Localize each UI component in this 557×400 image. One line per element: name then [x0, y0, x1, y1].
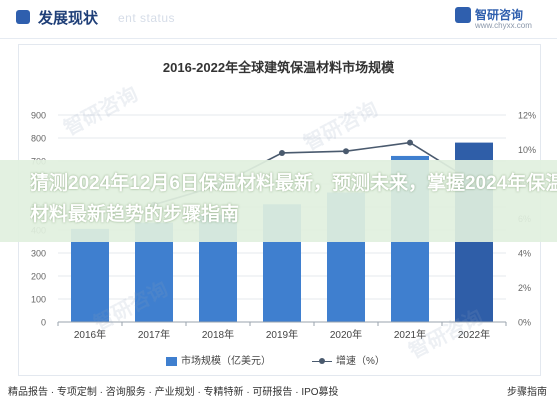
x-tick-label: 2019年	[266, 328, 298, 341]
x-tick-label: 2021年	[394, 328, 426, 341]
y-left-tick-label: 0	[41, 318, 46, 328]
footer: 精品报告 · 专项定制 · 咨询服务 · 产业规划 · 专精特新 · 可研报告 …	[0, 379, 557, 400]
growth-point	[279, 149, 285, 156]
y-left-tick-label: 800	[31, 134, 46, 144]
x-tick-label: 2018年	[202, 328, 234, 341]
growth-point	[343, 148, 349, 155]
y-left-tick-label: 200	[31, 272, 46, 282]
logo-site: www.chyxx.com	[475, 21, 532, 30]
legend-item-market-size: 市场规模（亿美元）	[166, 352, 271, 367]
y-right-tick-label: 0%	[518, 318, 531, 328]
section-title: 发展现状	[38, 10, 99, 27]
footer-brand: 步骤指南	[507, 387, 547, 398]
section-title-en: ent status	[118, 11, 176, 25]
y-right-tick-label: 2%	[518, 283, 531, 293]
growth-point	[407, 139, 413, 146]
chart-title: 2016-2022年全球建筑保温材料市场规模	[162, 60, 395, 75]
chart-legend: 市场规模（亿美元） 增速（%）	[0, 352, 557, 367]
x-tick-label: 2020年	[330, 328, 362, 341]
headline-banner: 猜测2024年12月6日保温材料最新，预测未来，掌握2024年保温材料最新趋势的…	[0, 160, 557, 242]
legend-item-growth: 增速（%）	[312, 352, 385, 367]
footer-services: 精品报告 · 专项定制 · 咨询服务 · 产业规划 · 专精特新 · 可研报告 …	[8, 387, 339, 398]
brand-logo: 智研咨询 www.chyxx.com	[455, 5, 547, 35]
bar	[71, 228, 109, 322]
legend-line-swatch	[312, 357, 332, 366]
legend-label-market-size: 市场规模（亿美元）	[181, 356, 271, 367]
header-bar: 发展现状 ent status 智研咨询 www.chyxx.com	[0, 0, 557, 39]
x-tick-label: 2022年	[458, 328, 490, 341]
legend-label-growth: 增速（%）	[336, 356, 385, 367]
legend-bar-swatch	[166, 356, 177, 366]
y-right-tick-label: 12%	[518, 111, 536, 121]
headline-text: 猜测2024年12月6日保温材料最新，预测未来，掌握2024年保温材料最新趋势的…	[30, 173, 557, 225]
x-tick-label: 2017年	[138, 328, 170, 341]
x-tick-label: 2016年	[74, 328, 106, 341]
logo-icon	[455, 7, 471, 23]
logo-text: 智研咨询	[475, 8, 524, 22]
y-left-tick-label: 900	[31, 111, 46, 121]
y-right-tick-label: 10%	[518, 145, 536, 155]
section-marker-icon	[16, 10, 30, 24]
y-left-tick-label: 100	[31, 295, 46, 305]
y-left-tick-label: 300	[31, 249, 46, 259]
y-right-tick-label: 4%	[518, 249, 531, 259]
